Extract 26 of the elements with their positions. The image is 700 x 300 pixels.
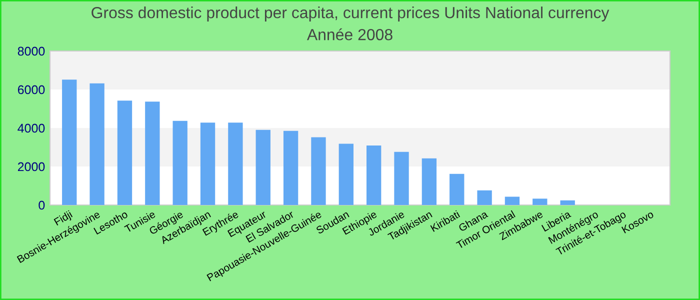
bar	[422, 158, 437, 205]
y-tick-label: 6000	[18, 85, 45, 94]
bar	[532, 198, 548, 205]
bar	[228, 122, 243, 205]
chart-title: Gross domestic product per capita, current prices Units National currency	[92, 6, 610, 22]
bar	[366, 146, 382, 205]
bar	[394, 152, 409, 205]
bar	[283, 130, 298, 205]
bar	[504, 196, 520, 205]
bar	[172, 120, 188, 205]
bar	[311, 137, 326, 205]
y-tick-label: 0	[38, 200, 45, 210]
bar	[450, 174, 464, 205]
y-tick-label: 2000	[18, 162, 45, 172]
bar	[62, 80, 77, 205]
bar	[338, 144, 354, 205]
bar	[90, 83, 104, 205]
bar	[560, 200, 575, 205]
bar	[256, 130, 270, 205]
bar	[117, 100, 132, 205]
y-tick-label: 4000	[18, 124, 45, 133]
chart-subtitle: Année 2008	[306, 28, 392, 40]
bar	[200, 122, 216, 205]
bar	[477, 190, 492, 205]
bar	[145, 102, 160, 205]
y-tick-label: 8000	[18, 46, 45, 56]
